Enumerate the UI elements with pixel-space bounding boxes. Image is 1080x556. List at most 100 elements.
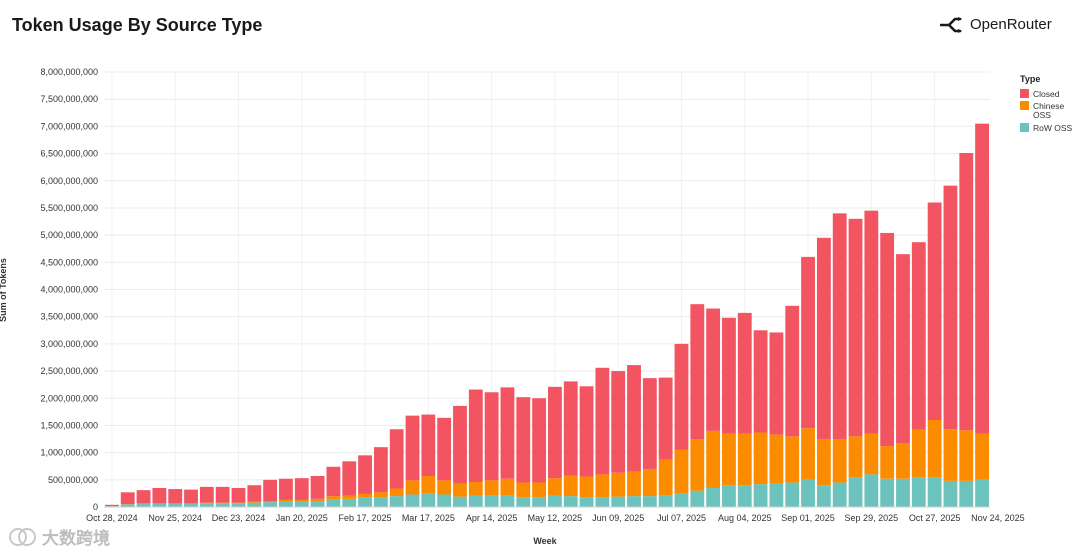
y-tick-label: 3,000,000,000 bbox=[40, 339, 98, 349]
bar-closed bbox=[358, 455, 372, 494]
y-tick-label: 2,000,000,000 bbox=[40, 393, 98, 403]
bar-closed bbox=[152, 487, 167, 504]
openrouter-logo-icon bbox=[940, 16, 962, 33]
bar-chinese-oss bbox=[864, 433, 879, 475]
bar-row-oss bbox=[516, 497, 531, 507]
bar-chinese-oss bbox=[690, 439, 705, 491]
bar-chinese-oss bbox=[579, 476, 594, 498]
x-axis: Oct 28, 2024 Nov 25, 2024 Dec 23, 2024 Jan … bbox=[86, 506, 1025, 523]
bar-row-oss bbox=[674, 493, 689, 507]
bar-row-oss bbox=[532, 497, 546, 507]
bar-row-oss bbox=[896, 478, 910, 507]
legend-swatch-chinese-oss bbox=[1020, 101, 1029, 110]
bar-row-oss bbox=[373, 497, 388, 507]
x-tick-label: Feb 17, 2025 bbox=[339, 513, 392, 523]
bar-chinese-oss bbox=[785, 436, 800, 483]
legend-label-chinese-oss: Chinese OSS bbox=[1033, 101, 1064, 120]
bar-chinese-oss bbox=[484, 480, 499, 496]
bar-closed bbox=[484, 392, 499, 481]
bar-row-oss bbox=[548, 495, 562, 507]
x-tick-label: Jan 20, 2025 bbox=[276, 513, 328, 523]
bar-row-oss bbox=[231, 503, 246, 507]
bar-closed bbox=[120, 492, 135, 505]
bar-row-oss bbox=[658, 495, 673, 507]
bar-closed bbox=[563, 381, 578, 476]
bar-row-oss bbox=[722, 485, 736, 507]
bar-closed bbox=[215, 486, 230, 503]
x-tick-label: May 12, 2025 bbox=[528, 513, 583, 523]
bar-chinese-oss bbox=[548, 478, 562, 496]
openrouter-logo[interactable]: OpenRouter bbox=[940, 16, 1052, 33]
x-tick-label: Aug 04, 2025 bbox=[718, 513, 772, 523]
bar-row-oss bbox=[152, 503, 167, 507]
bar-row-oss bbox=[294, 501, 309, 507]
bar-chinese-oss bbox=[247, 501, 262, 503]
bar-row-oss bbox=[975, 479, 989, 507]
bar-row-oss bbox=[421, 493, 436, 507]
bar-closed bbox=[279, 478, 293, 500]
bar-chinese-oss bbox=[516, 482, 531, 498]
bar-closed bbox=[690, 304, 705, 440]
x-tick-label: Nov 24, 2025 bbox=[971, 513, 1025, 523]
bar-row-oss bbox=[880, 478, 895, 507]
bar-row-oss bbox=[484, 495, 499, 507]
bar-row-oss bbox=[453, 496, 467, 507]
bar-row-oss bbox=[832, 482, 847, 507]
bar-row-oss bbox=[342, 498, 357, 507]
bar-chinese-oss bbox=[500, 478, 515, 496]
bar-chinese-oss bbox=[627, 471, 641, 497]
bar-closed bbox=[737, 312, 752, 434]
bar-closed bbox=[247, 485, 262, 502]
bar-closed bbox=[548, 386, 562, 479]
bar-closed bbox=[674, 343, 689, 450]
bar-closed bbox=[848, 218, 863, 437]
y-axis-label: Sum of Tokens bbox=[0, 258, 8, 322]
bar-chinese-oss bbox=[231, 502, 246, 504]
bar-closed bbox=[294, 478, 309, 500]
bar-closed bbox=[231, 487, 246, 503]
bar-row-oss bbox=[706, 487, 721, 507]
bar-row-oss bbox=[943, 480, 958, 507]
bar-row-oss bbox=[168, 503, 183, 507]
legend-swatch-closed bbox=[1020, 89, 1029, 98]
bar-chinese-oss bbox=[342, 495, 357, 499]
bar-row-oss bbox=[263, 502, 278, 507]
bar-closed bbox=[959, 153, 974, 431]
brand-name: OpenRouter bbox=[970, 16, 1052, 33]
x-tick-label: Nov 25, 2024 bbox=[148, 513, 202, 523]
bar-closed bbox=[595, 367, 610, 475]
y-tick-label: 1,000,000,000 bbox=[40, 448, 98, 458]
bar-closed bbox=[864, 210, 879, 434]
y-tick-label: 8,000,000,000 bbox=[40, 67, 98, 77]
bar-closed bbox=[421, 414, 436, 477]
bar-closed bbox=[896, 254, 910, 444]
bar-closed bbox=[927, 202, 942, 420]
y-tick-label: 6,500,000,000 bbox=[40, 149, 98, 159]
bar-chinese-oss bbox=[405, 480, 420, 495]
bar-closed bbox=[943, 185, 958, 430]
bar-chinese-oss bbox=[263, 501, 278, 503]
bar-closed bbox=[105, 504, 119, 507]
bar-chinese-oss bbox=[310, 498, 325, 502]
bar-closed bbox=[389, 429, 404, 489]
bar-closed bbox=[706, 308, 721, 431]
legend-title: Type bbox=[1020, 74, 1040, 84]
bar-closed bbox=[722, 317, 736, 434]
x-tick-label: Oct 27, 2025 bbox=[909, 513, 961, 523]
page-title: Token Usage By Source Type bbox=[12, 15, 263, 35]
bar-closed bbox=[310, 476, 325, 499]
y-tick-label: 4,000,000,000 bbox=[40, 285, 98, 295]
bar-row-oss bbox=[358, 497, 372, 507]
bar-row-oss bbox=[326, 499, 341, 507]
bar-closed bbox=[532, 398, 546, 483]
y-tick-label: 500,000,000 bbox=[48, 475, 98, 485]
x-tick-label: Sep 29, 2025 bbox=[845, 513, 899, 523]
bar-row-oss bbox=[247, 502, 262, 507]
bar-chinese-oss bbox=[326, 496, 341, 500]
legend-label-row-oss: RoW OSS bbox=[1033, 123, 1073, 133]
bar-row-oss bbox=[642, 496, 657, 507]
bar-row-oss bbox=[959, 480, 974, 507]
bar-chinese-oss bbox=[532, 482, 546, 498]
bar-closed bbox=[326, 466, 341, 497]
bar-closed bbox=[468, 389, 483, 482]
